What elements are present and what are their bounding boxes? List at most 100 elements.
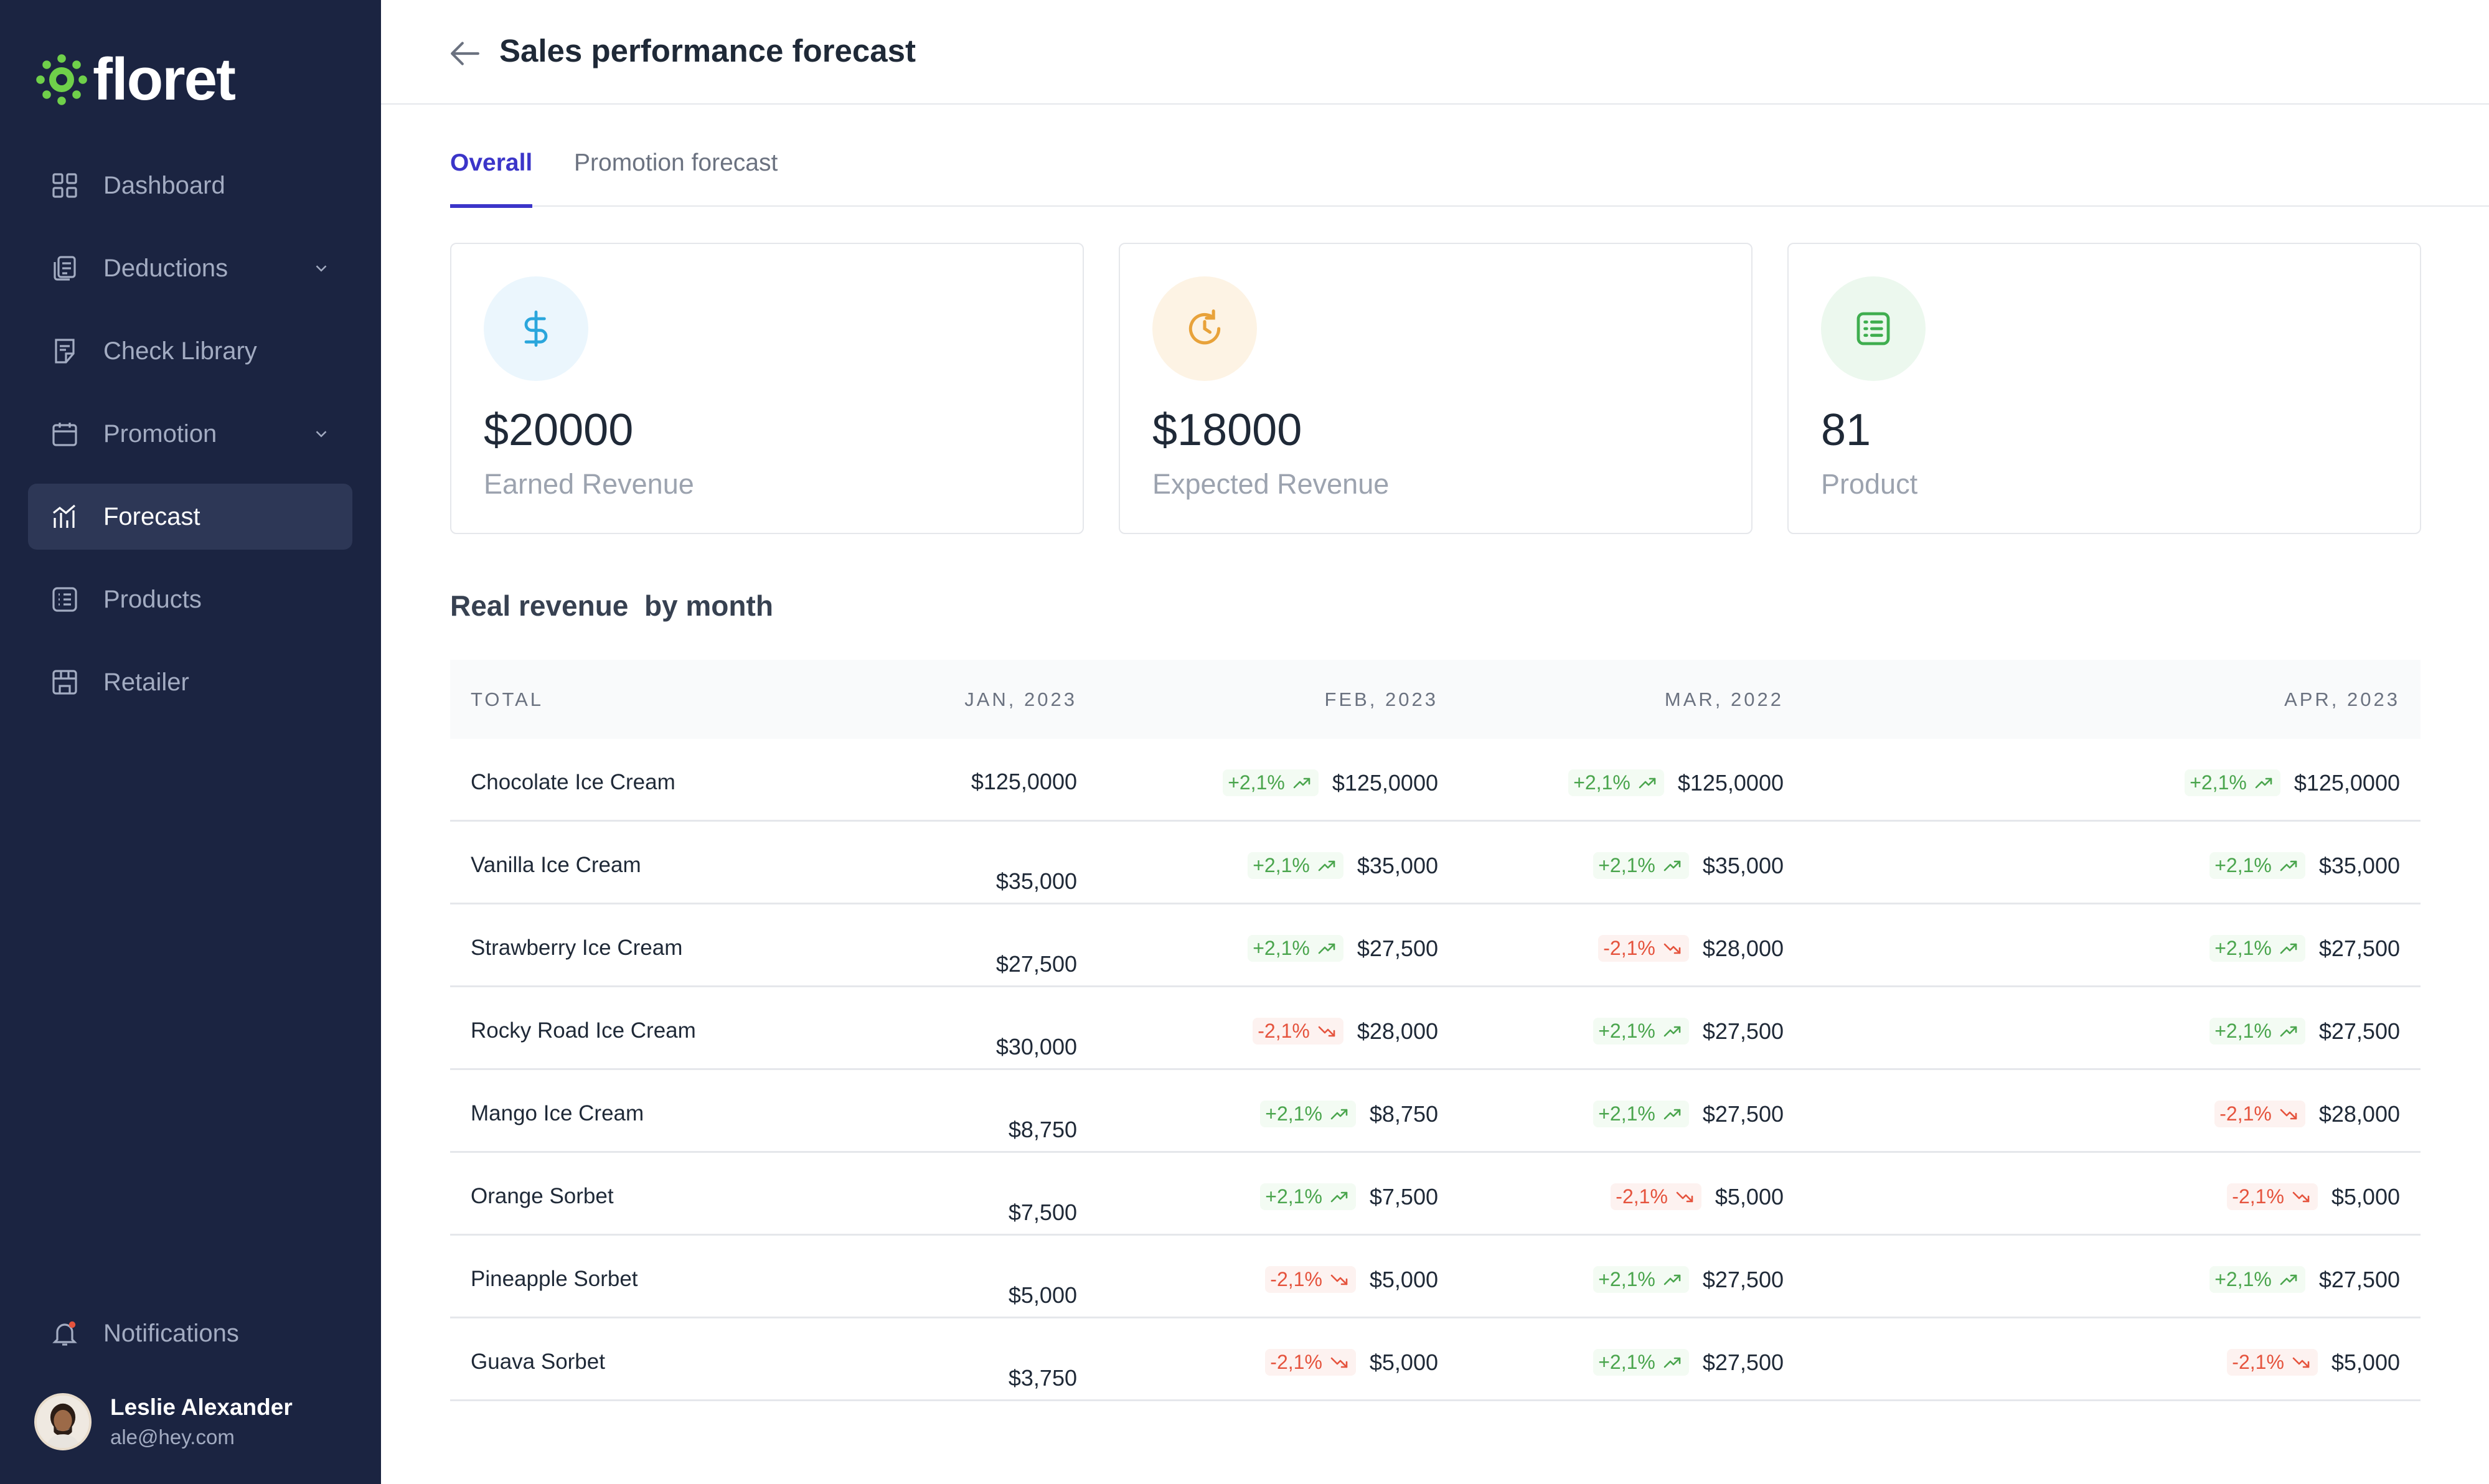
dollar-icon <box>524 310 548 347</box>
month-value-cell: +2,1% $27,500 <box>2209 1266 2400 1293</box>
column-header-total[interactable]: TOTAL <box>471 688 544 710</box>
column-header-mar[interactable]: MAR, 2022 <box>1664 688 1784 710</box>
month-value-cell: -2,1% $5,000 <box>1265 1266 1438 1293</box>
product-name-cell: Chocolate Ice Cream <box>471 770 675 794</box>
month-value-cell: +2,1% $27,500 <box>1593 1266 1784 1293</box>
change-percent: -2,1% <box>2232 1185 2284 1208</box>
jan-value-cell: $27,500 <box>995 951 1077 977</box>
earned-revenue-card: $20000 Earned Revenue <box>450 243 1084 534</box>
sidebar-item-label: Check Library <box>103 337 257 365</box>
list-icon <box>50 585 80 614</box>
jan-value-cell: $35,000 <box>995 868 1077 894</box>
list-icon <box>1856 312 1890 345</box>
change-up-badge: +2,1% <box>2209 852 2305 879</box>
card-value: $20000 <box>484 405 634 455</box>
table-row[interactable]: Rocky Road Ice Cream $30,000 -2,1% $28,000 +… <box>450 987 2421 1070</box>
column-header-feb[interactable]: FEB, 2023 <box>1324 688 1438 710</box>
revenue-value: $125,0000 <box>1677 769 1784 796</box>
month-value-cell: +2,1% $35,000 <box>2209 852 2400 879</box>
change-up-badge: +2,1% <box>1260 1183 1356 1210</box>
back-arrow-icon[interactable] <box>449 39 481 68</box>
table-row[interactable]: Guava Sorbet $3,750 -2,1% $5,000 +2,1% $27,50… <box>450 1318 2421 1401</box>
month-value-cell: -2,1% $28,000 <box>2214 1101 2400 1127</box>
month-value-cell: +2,1% $27,500 <box>1593 1349 1784 1376</box>
trend-up-icon <box>1639 777 1656 788</box>
sidebar-item-deductions[interactable]: Deductions <box>28 235 352 301</box>
change-percent: -2,1% <box>1270 1351 1322 1373</box>
table-body: Chocolate Ice Cream $125,0000 +2,1% $125,00… <box>450 739 2421 1401</box>
sidebar-item-label: Deductions <box>103 254 228 282</box>
month-value-cell: -2,1% $28,000 <box>1598 935 1784 962</box>
card-label: Expected Revenue <box>1152 468 1390 500</box>
trend-down-icon <box>1663 943 1681 954</box>
month-value-cell: -2,1% $28,000 <box>1253 1018 1438 1045</box>
revenue-value: $27,500 <box>1702 1266 1784 1292</box>
revenue-table: TOTAL JAN, 2023 FEB, 2023 MAR, 2022 APR,… <box>450 660 2421 1401</box>
chevron-down-icon[interactable] <box>312 259 331 278</box>
user-profile[interactable]: Leslie Alexander ale@hey.com <box>34 1393 293 1450</box>
card-value: 81 <box>1821 405 1871 455</box>
trend-up-icon <box>1330 1191 1348 1202</box>
revenue-value: $5,000 <box>1369 1266 1438 1292</box>
grid-icon <box>50 171 80 200</box>
page-header: Sales performance forecast <box>381 0 2489 105</box>
change-percent: -2,1% <box>1258 1020 1310 1042</box>
section-title: Real revenue by month <box>450 589 773 622</box>
sidebar-item-label: Promotion <box>103 420 217 448</box>
trend-down-icon <box>1676 1191 1693 1202</box>
change-percent: +2,1% <box>2190 771 2247 794</box>
revenue-value: $5,000 <box>2331 1183 2400 1209</box>
month-value-cell: +2,1% $125,0000 <box>2185 769 2400 796</box>
change-percent: +2,1% <box>2214 937 2272 959</box>
change-percent: +2,1% <box>1598 1268 1655 1290</box>
bell-icon <box>50 1318 80 1348</box>
jan-value-cell: $3,750 <box>1008 1365 1077 1391</box>
table-row[interactable]: Chocolate Ice Cream $125,0000 +2,1% $125,00… <box>450 739 2421 822</box>
column-header-jan[interactable]: JAN, 2023 <box>964 688 1077 710</box>
trend-up-icon <box>1663 1357 1681 1368</box>
sidebar-item-check-library[interactable]: Check Library <box>28 318 352 384</box>
brand-name: floret <box>93 46 236 113</box>
revenue-value: $35,000 <box>1702 852 1784 878</box>
month-value-cell: +2,1% $8,750 <box>1260 1101 1438 1127</box>
change-down-badge: -2,1% <box>2227 1349 2318 1376</box>
revenue-value: $8,750 <box>1369 1101 1438 1127</box>
month-value-cell: +2,1% $27,500 <box>2209 1018 2400 1045</box>
change-percent: +2,1% <box>1598 1102 1655 1125</box>
table-row[interactable]: Orange Sorbet $7,500 +2,1% $7,500 -2,1% $5,00… <box>450 1153 2421 1236</box>
change-down-badge: -2,1% <box>2214 1101 2305 1127</box>
revenue-value: $27,500 <box>2318 1018 2400 1044</box>
sidebar-item-notifications[interactable]: Notifications <box>28 1300 352 1366</box>
revenue-value: $5,000 <box>2331 1349 2400 1375</box>
sidebar-item-dashboard[interactable]: Dashboard <box>28 153 352 218</box>
revenue-value: $28,000 <box>2318 1101 2400 1127</box>
store-icon <box>50 667 80 697</box>
chevron-down-icon[interactable] <box>312 425 331 443</box>
logo[interactable]: floret <box>34 46 236 113</box>
change-up-badge: +2,1% <box>1593 1101 1689 1127</box>
change-down-badge: -2,1% <box>1265 1349 1356 1376</box>
change-percent: +2,1% <box>2214 1020 2272 1042</box>
table-row[interactable]: Strawberry Ice Cream $27,500 +2,1% $27,500 -… <box>450 904 2421 987</box>
table-row[interactable]: Pineapple Sorbet $5,000 -2,1% $5,000 +2,1% $2… <box>450 1236 2421 1318</box>
sidebar-item-retailer[interactable]: Retailer <box>28 649 352 715</box>
table-row[interactable]: Vanilla Ice Cream $35,000 +2,1% $35,000 +2,1… <box>450 822 2421 904</box>
revenue-value: $27,500 <box>1357 935 1438 961</box>
month-value-cell: +2,1% $35,000 <box>1248 852 1438 879</box>
sidebar-nav: Dashboard Deductions Check Library Promo… <box>28 153 352 732</box>
revenue-value: $5,000 <box>1715 1183 1784 1209</box>
sidebar-item-forecast[interactable]: Forecast <box>28 484 352 550</box>
card-label: Earned Revenue <box>484 468 694 500</box>
sidebar-item-products[interactable]: Products <box>28 566 352 632</box>
trend-up-icon <box>1330 1109 1348 1119</box>
avatar[interactable] <box>34 1393 92 1450</box>
sidebar-item-promotion[interactable]: Promotion <box>28 401 352 467</box>
product-name-cell: Guava Sorbet <box>471 1350 605 1374</box>
change-down-badge: -2,1% <box>1611 1183 1701 1210</box>
change-up-badge: +2,1% <box>2209 1018 2305 1045</box>
table-row[interactable]: Mango Ice Cream $8,750 +2,1% $8,750 +2,1% $27… <box>450 1070 2421 1153</box>
column-header-apr[interactable]: APR, 2023 <box>2284 688 2400 710</box>
revenue-value: $27,500 <box>1702 1349 1784 1375</box>
tab-promotion-forecast[interactable]: Promotion forecast <box>574 149 778 176</box>
tab-overall[interactable]: Overall <box>450 149 533 208</box>
